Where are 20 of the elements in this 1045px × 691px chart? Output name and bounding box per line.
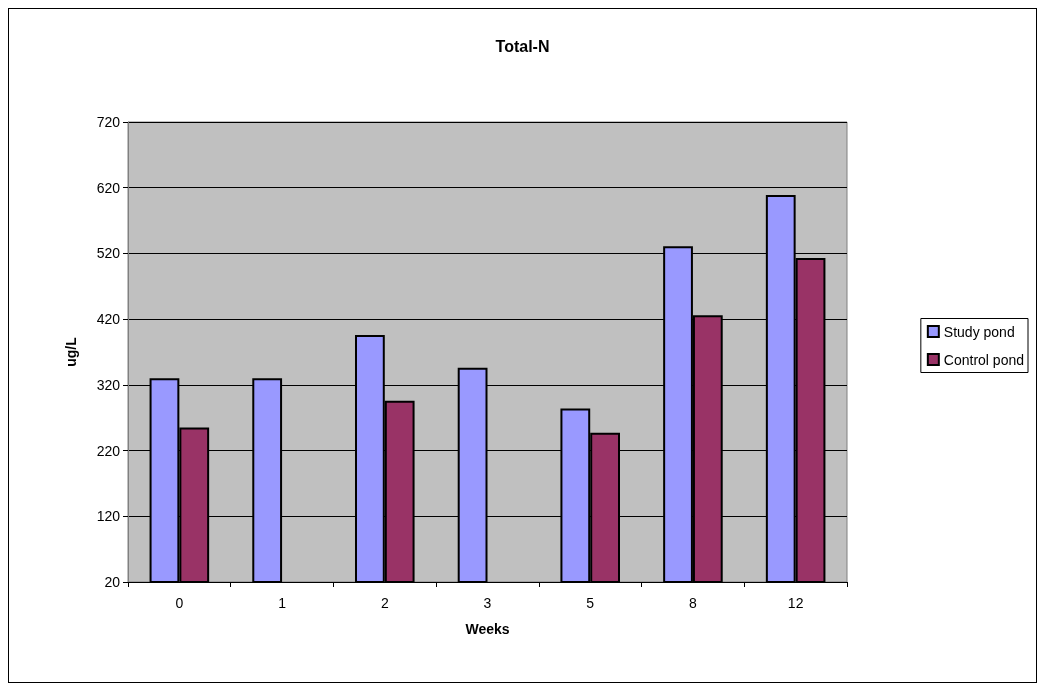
- y-axis-title: ug/L: [63, 336, 79, 367]
- x-tick-label: 5: [586, 595, 595, 611]
- x-tick-label: 2: [380, 595, 389, 611]
- y-tick-label: 420: [96, 311, 121, 328]
- x-tick-label: 3: [483, 595, 492, 611]
- chart-title: Total-N: [495, 37, 550, 55]
- y-tick-label: 520: [96, 245, 121, 262]
- y-tick-label: 220: [96, 442, 121, 459]
- y-tick-label: 120: [96, 508, 121, 525]
- y-tick-label: 320: [96, 376, 121, 393]
- legend-label: Study pond: [943, 323, 1015, 340]
- y-tick-label: 720: [96, 114, 121, 130]
- x-tick-label: 8: [689, 595, 698, 611]
- x-tick-label: 0: [175, 595, 184, 611]
- legend-label: Control pond: [943, 351, 1025, 368]
- y-tick-label: 20: [104, 574, 121, 590]
- x-tick-label: 12: [787, 595, 804, 611]
- x-tick-label: 1: [278, 595, 287, 611]
- x-axis-title: Weeks: [465, 621, 510, 637]
- y-tick-label: 620: [96, 179, 121, 196]
